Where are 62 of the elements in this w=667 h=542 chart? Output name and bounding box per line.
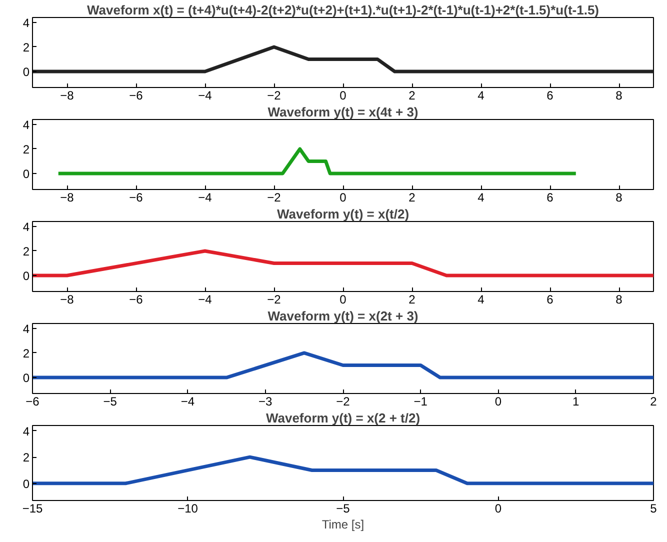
x-tick-label: 8: [616, 292, 623, 306]
x-tick-label: 0: [494, 502, 502, 516]
y-tick-label: 4: [22, 424, 30, 438]
chart-title: Waveform y(t) = x(t/2): [276, 206, 410, 222]
y-tick-label: 2: [22, 40, 30, 54]
x-tick-label: 8: [616, 88, 623, 102]
x-tick-label: 0: [494, 394, 502, 408]
x-tick-label: 6: [546, 190, 554, 204]
x-tick-label: 2: [408, 292, 416, 306]
x-tick-label: −3: [258, 394, 273, 408]
y-tick-label: 4: [22, 16, 30, 30]
x-tick-label: 4: [478, 292, 485, 306]
x-tick-label: −6: [129, 88, 144, 102]
x-tick-label: 4: [478, 88, 485, 102]
x-tick-label: 2: [408, 190, 416, 204]
x-tick-label: 4: [478, 190, 485, 204]
x-tick-label: −5: [103, 394, 118, 408]
x-tick-label: 1: [572, 394, 580, 408]
x-tick-label: −10: [178, 502, 198, 516]
y-tick-label: 2: [22, 244, 30, 258]
x-tick-label: 0: [340, 292, 347, 306]
x-tick-label: −8: [60, 292, 74, 306]
x-tick-label: −4: [198, 292, 212, 306]
x-tick-label: −2: [267, 292, 282, 306]
x-tick-label: 5: [650, 502, 658, 516]
x-tick-label: 2: [650, 394, 658, 408]
x-tick-label: −6: [129, 292, 144, 306]
x-tick-label: −4: [198, 88, 212, 102]
x-tick-label: −4: [180, 394, 195, 408]
x-tick-label: −8: [60, 190, 74, 204]
y-tick-label: 0: [22, 371, 30, 386]
x-tick-label: −2: [267, 190, 282, 204]
x-tick-label: 6: [546, 292, 554, 306]
chart-title: Waveform y(t) = x(2t + 3): [268, 308, 418, 324]
y-tick-label: 0: [22, 167, 30, 182]
y-tick-label: 0: [22, 476, 30, 491]
y-tick-label: 4: [22, 118, 30, 132]
x-tick-label: 0: [340, 88, 347, 102]
x-tick-label: 6: [546, 88, 554, 102]
x-tick-label: 0: [340, 190, 347, 204]
chart-title: Waveform y(t) = x(4t + 3): [268, 104, 418, 120]
y-tick-label: 4: [22, 220, 30, 234]
x-tick-label: −15: [22, 502, 44, 516]
x-tick-label: −2: [336, 394, 350, 408]
x-tick-label: −6: [129, 190, 144, 204]
x-tick-label: −2: [267, 88, 282, 102]
y-tick-label: 4: [22, 322, 30, 336]
y-tick-label: 2: [22, 346, 30, 360]
chart-title: Waveform x(t) = (t+4)*u(t+4)-2(t+2)*u(t+2)+(t+1).*u(t+1)-2*(t-1)*u(t-1)+2*(t-1.5)*u(t-1.5): [87, 2, 599, 18]
x-tick-label: 2: [408, 88, 416, 102]
x-axis-title: Time [s]: [322, 518, 364, 532]
y-tick-label: 2: [22, 450, 30, 465]
x-tick-label: 8: [616, 190, 623, 204]
x-tick-label: −4: [198, 190, 212, 204]
x-tick-label: −1: [414, 394, 428, 408]
x-tick-label: −5: [336, 502, 350, 516]
y-tick-label: 2: [22, 142, 30, 156]
x-tick-label: −8: [60, 88, 74, 102]
x-tick-label: −6: [26, 394, 40, 408]
y-tick-label: 0: [22, 65, 30, 80]
y-tick-label: 0: [22, 269, 30, 284]
chart-title: Waveform y(t) = x(2 + t/2): [266, 410, 420, 426]
